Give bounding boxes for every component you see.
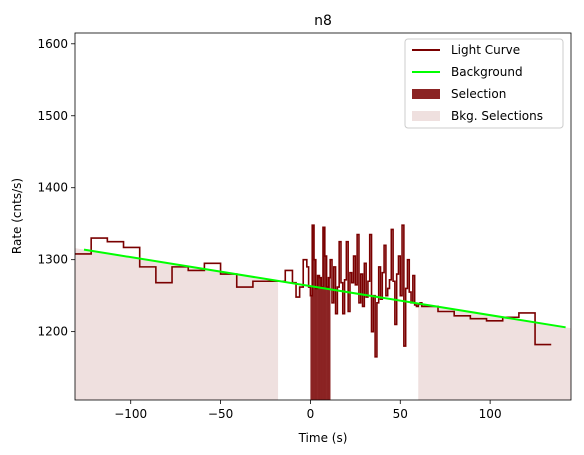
selection-bin <box>315 288 318 400</box>
y-axis-ticks: 1200 1300 1400 1500 1600 <box>37 37 75 339</box>
background-series <box>83 248 566 329</box>
legend-swatch <box>412 89 440 99</box>
bkg-selection-region-1 <box>75 248 279 400</box>
selection-layer <box>310 225 331 400</box>
x-axis-label: Time (s) <box>298 431 348 445</box>
chart-title: n8 <box>314 13 332 29</box>
light-curve-series <box>75 224 552 358</box>
y-axis-label: Rate (cnts/s) <box>10 178 24 254</box>
x-tick-label: 100 <box>479 407 502 421</box>
x-tick-label: −50 <box>208 407 233 421</box>
selection-bin <box>314 259 317 400</box>
legend-label: Background <box>451 65 523 79</box>
x-tick-label: 50 <box>393 407 408 421</box>
plot-frame <box>74 32 572 401</box>
x-tick-label: 0 <box>307 407 315 421</box>
x-tick-label: −100 <box>114 407 147 421</box>
legend-label: Light Curve <box>451 43 520 57</box>
selection-bin <box>323 227 326 400</box>
legend-label: Selection <box>451 87 506 101</box>
selection-bin <box>317 275 320 400</box>
legend-box <box>404 38 564 129</box>
y-tick-label: 1500 <box>37 109 68 123</box>
legend-swatch <box>412 111 440 121</box>
selection-bin <box>326 287 329 400</box>
selection-bin <box>324 256 327 400</box>
selection-bin <box>328 277 331 400</box>
y-tick-label: 1600 <box>37 37 68 51</box>
y-tick-label: 1200 <box>37 325 68 339</box>
selection-bin <box>310 295 313 400</box>
bkg-selections-layer <box>75 248 571 400</box>
legend-label: Bkg. Selections <box>451 109 543 123</box>
legend: Light Curve Background Selection Bkg. Selec… <box>404 38 564 129</box>
x-axis-ticks: −100 −50 0 50 100 <box>114 400 502 421</box>
y-tick-label: 1400 <box>37 181 68 195</box>
background-layer <box>83 248 566 329</box>
bkg-selection-region-2 <box>418 303 571 400</box>
y-tick-label: 1300 <box>37 253 68 267</box>
selection-bin <box>312 225 315 400</box>
selection-bin <box>319 277 322 400</box>
selection-bin <box>321 287 324 400</box>
light-curve-layer <box>75 224 552 358</box>
